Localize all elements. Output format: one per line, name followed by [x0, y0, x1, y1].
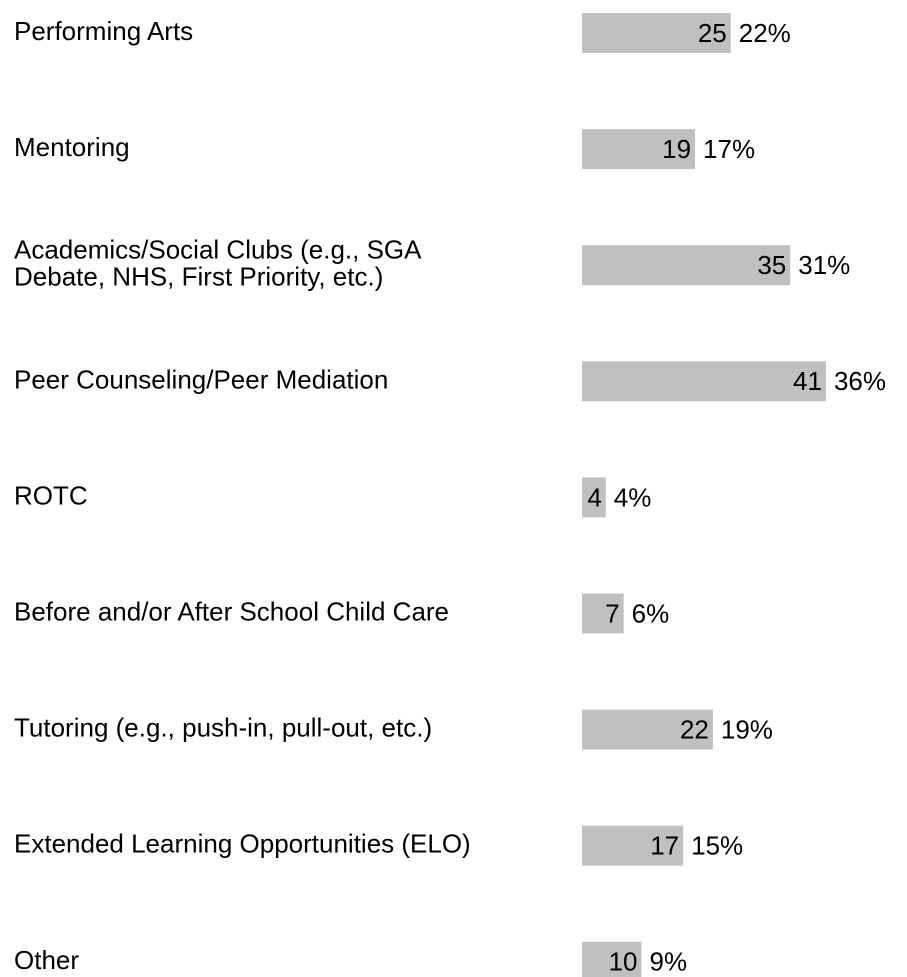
percent-label: 19%	[721, 714, 773, 744]
bar	[582, 593, 624, 634]
category-label: ROTC	[14, 480, 88, 510]
bar	[582, 361, 826, 402]
category-label: Peer Counseling/Peer Mediation	[14, 364, 388, 394]
value-label: 7	[605, 598, 619, 628]
bar	[582, 129, 696, 170]
percent-label: 15%	[691, 831, 743, 861]
percent-label: 22%	[739, 18, 791, 48]
value-label: 17	[650, 831, 679, 861]
bar	[582, 941, 642, 977]
bar	[582, 477, 606, 518]
value-label: 19	[662, 134, 691, 164]
bar	[582, 245, 791, 286]
category-label: Mentoring	[14, 132, 130, 162]
category-label: Performing Arts	[14, 16, 193, 46]
bar	[582, 13, 731, 53]
percent-label: 6%	[632, 598, 670, 628]
percent-label: 17%	[703, 134, 755, 164]
value-label: 4	[587, 482, 601, 512]
category-label: Other	[14, 945, 79, 975]
value-label: 22	[680, 714, 709, 744]
percent-label: 4%	[614, 482, 652, 512]
percent-label: 31%	[798, 250, 850, 280]
value-label: 41	[793, 366, 822, 396]
bar	[582, 825, 684, 866]
percent-label: 9%	[650, 947, 688, 977]
category-label: Extended Learning Opportunities (ELO)	[14, 829, 471, 859]
bar	[582, 709, 713, 750]
category-label: Academics/Social Clubs (e.g., SGA Debate,…	[14, 235, 422, 292]
category-label: Tutoring (e.g., push-in, pull-out, etc.)	[14, 712, 432, 742]
value-label: 10	[609, 947, 638, 977]
percent-label: 36%	[834, 366, 886, 396]
category-label: Before and/or After School Child Care	[14, 596, 449, 626]
value-label: 35	[757, 250, 786, 280]
value-label: 25	[698, 18, 727, 48]
